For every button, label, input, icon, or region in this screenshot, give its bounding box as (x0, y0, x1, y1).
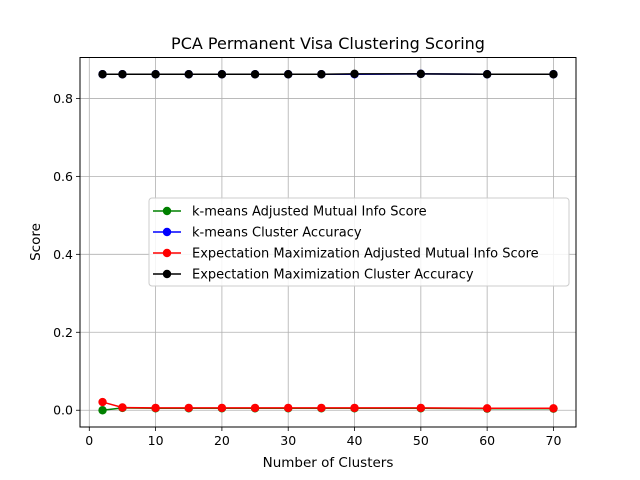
legend-label: k-means Cluster Accuracy (192, 226, 362, 241)
data-point (284, 70, 293, 79)
y-tick-label: 0.2 (53, 325, 73, 340)
x-tick-label: 60 (479, 433, 495, 448)
data-point (217, 70, 227, 79)
x-tick-label: 70 (546, 433, 562, 448)
axis-ticks: 0 10 20 30 40 50 60 70 0.0 0.2 0.4 0.6 0.8 (53, 91, 561, 448)
y-axis-label: Score (28, 223, 44, 261)
plot-frame (79, 57, 577, 428)
legend-item: Expectation Maximization Adjusted Mutual… (153, 247, 539, 262)
legend-label: Expectation Maximization Cluster Accurac… (192, 268, 474, 283)
y-tick-label: 0.0 (53, 403, 73, 418)
data-point (151, 403, 160, 413)
data-point (184, 403, 193, 413)
y-tick-label: 0.4 (53, 247, 73, 262)
x-tick-label: 20 (214, 433, 230, 448)
data-point (151, 70, 160, 79)
data-point (549, 70, 558, 79)
data-point (284, 403, 293, 413)
data-point (482, 70, 492, 79)
legend-box (148, 197, 570, 287)
x-tick-label: 40 (347, 433, 363, 448)
data-point (98, 70, 107, 79)
legend-label: k-means Adjusted Mutual Info Score (192, 205, 427, 220)
data-point (98, 406, 107, 415)
series-4 (98, 69, 558, 79)
legend-label: Expectation Maximization Adjusted Mutual… (192, 247, 539, 262)
x-tick-label: 50 (413, 433, 429, 448)
series-3 (98, 397, 558, 413)
legend: k-means Adjusted Mutual Info Score k-mean… (148, 197, 570, 287)
data-point (482, 404, 492, 413)
data-point (184, 70, 193, 79)
data-point (98, 397, 107, 407)
series-line (102, 401, 554, 410)
chart-title: PCA Permanent Visa Clustering Scoring (171, 34, 485, 53)
data-point (416, 403, 426, 413)
legend-marker (162, 269, 172, 279)
legend-marker (162, 227, 172, 237)
data-point (118, 70, 127, 79)
y-tick-label: 0.8 (53, 91, 73, 106)
data-point (549, 404, 558, 413)
legend-marker (162, 206, 172, 216)
data-point (317, 70, 326, 79)
data-point (217, 403, 227, 413)
data-point (118, 403, 127, 412)
legend-item: k-means Cluster Accuracy (153, 226, 362, 241)
series-group (98, 69, 558, 415)
legend-marker (162, 248, 172, 258)
data-point (317, 403, 326, 413)
data-point (350, 69, 359, 79)
data-point (250, 403, 260, 413)
x-tick-label: 30 (280, 433, 296, 448)
x-tick-label: 0 (85, 433, 93, 448)
data-point (416, 69, 426, 79)
legend-item: k-means Adjusted Mutual Info Score (153, 205, 427, 220)
data-point (350, 403, 359, 413)
y-tick-label: 0.6 (53, 169, 73, 184)
x-axis-label: Number of Clusters (263, 455, 394, 471)
x-tick-label: 10 (148, 433, 164, 448)
data-point (250, 70, 260, 79)
legend-item: Expectation Maximization Cluster Accurac… (153, 268, 474, 283)
